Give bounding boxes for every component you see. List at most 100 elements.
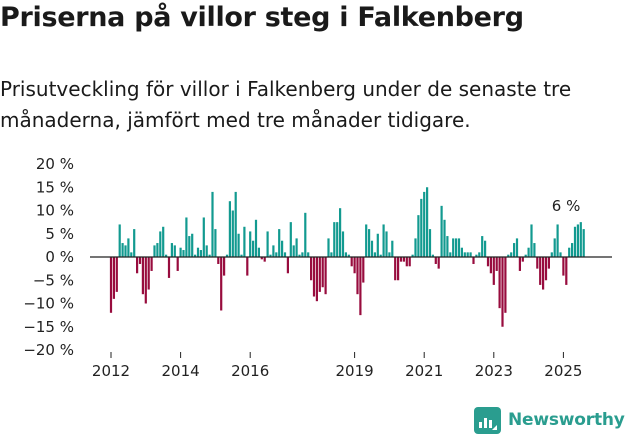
- bar: [173, 245, 176, 258]
- bar: [234, 191, 237, 257]
- y-tick-label: 5 %: [45, 225, 74, 243]
- bar: [240, 254, 243, 257]
- brand: Newsworthy: [474, 406, 625, 434]
- bar: [568, 247, 571, 257]
- bar: [391, 240, 394, 257]
- x-tick-label: 2014: [162, 362, 200, 380]
- bar: [536, 257, 539, 269]
- bar: [339, 208, 342, 257]
- bar: [188, 236, 191, 257]
- bar: [307, 252, 310, 257]
- x-tick-label: 2016: [231, 362, 269, 380]
- bar: [515, 238, 519, 257]
- bar: [397, 257, 400, 281]
- bar: [475, 254, 478, 257]
- bar: [437, 257, 440, 269]
- x-tick-label: 2025: [544, 362, 582, 380]
- bar: [315, 257, 318, 302]
- bar: [356, 257, 359, 295]
- y-tick-label: −15 %: [23, 318, 74, 336]
- bar: [257, 247, 260, 257]
- bar: [217, 257, 220, 264]
- latest-value-label: 6 %: [552, 197, 581, 215]
- bar: [191, 233, 194, 257]
- y-axis: 20 % 15 % 10 % 5 % 0 % −5 % −10 % −15 % −20 %: [23, 155, 74, 359]
- bar: [327, 238, 330, 257]
- bar: [283, 252, 287, 257]
- bar: [521, 257, 524, 262]
- bar: [220, 257, 223, 311]
- bar: [542, 257, 545, 290]
- bar: [411, 254, 414, 257]
- bar: [214, 229, 217, 257]
- bar: [330, 252, 333, 257]
- bar: [237, 233, 240, 257]
- bar: [562, 257, 565, 276]
- bar: [495, 257, 498, 271]
- bar: [272, 245, 275, 258]
- bar: [423, 191, 426, 257]
- chart-title: Priserna på villor steg i Falkenberg: [0, 2, 524, 33]
- bar: [576, 224, 579, 257]
- bar: [556, 224, 559, 257]
- chart-subtitle: Prisutveckling för villor i Falkenberg u…: [0, 77, 572, 132]
- bar: [133, 229, 136, 257]
- bar: [469, 252, 472, 257]
- bar: [156, 243, 159, 257]
- bar: [292, 245, 295, 258]
- bar: [347, 254, 350, 257]
- y-tick-label: 0 %: [45, 248, 74, 266]
- bar: [243, 226, 246, 257]
- bar: [266, 231, 269, 257]
- bar: [385, 231, 388, 257]
- bar: [402, 257, 405, 262]
- bar: [263, 257, 266, 262]
- bar: [310, 257, 313, 281]
- bar: [405, 257, 408, 267]
- bar: [414, 238, 417, 257]
- bar: [278, 229, 281, 257]
- bar: [144, 257, 147, 304]
- bar: [452, 238, 455, 257]
- bar: [518, 257, 521, 271]
- bar: [510, 252, 513, 257]
- x-tick-label: 2019: [336, 362, 374, 380]
- bar: [582, 229, 585, 257]
- x-tick-label: 2021: [405, 362, 443, 380]
- bar: [344, 252, 347, 257]
- bar: [185, 217, 188, 257]
- bar: [501, 257, 504, 327]
- bar: [202, 217, 205, 257]
- bar: [225, 254, 229, 257]
- bar: [205, 245, 208, 258]
- bar: [394, 257, 397, 281]
- bar: [112, 257, 115, 299]
- bar: [246, 257, 249, 276]
- bar: [376, 233, 379, 257]
- bar: [449, 252, 452, 257]
- bar: [420, 198, 423, 258]
- bar: [457, 238, 461, 257]
- bar: [167, 257, 171, 278]
- bar: [281, 240, 284, 257]
- bar: [208, 254, 211, 257]
- bar: [571, 243, 574, 257]
- bar: [286, 257, 289, 274]
- bar: [553, 238, 556, 257]
- bar: [194, 254, 197, 257]
- y-tick-label: 10 %: [36, 202, 74, 220]
- bar: [368, 229, 371, 257]
- bar: [118, 224, 121, 257]
- bar: [298, 254, 301, 257]
- bar: [382, 224, 385, 257]
- bar: [498, 257, 501, 309]
- bar: [565, 257, 568, 285]
- bar: [443, 219, 446, 257]
- y-tick-label: −5 %: [33, 271, 74, 289]
- bar: [159, 231, 162, 257]
- bar: [312, 257, 316, 297]
- bar: [324, 257, 327, 295]
- bar: [550, 252, 553, 257]
- bar: [547, 257, 550, 269]
